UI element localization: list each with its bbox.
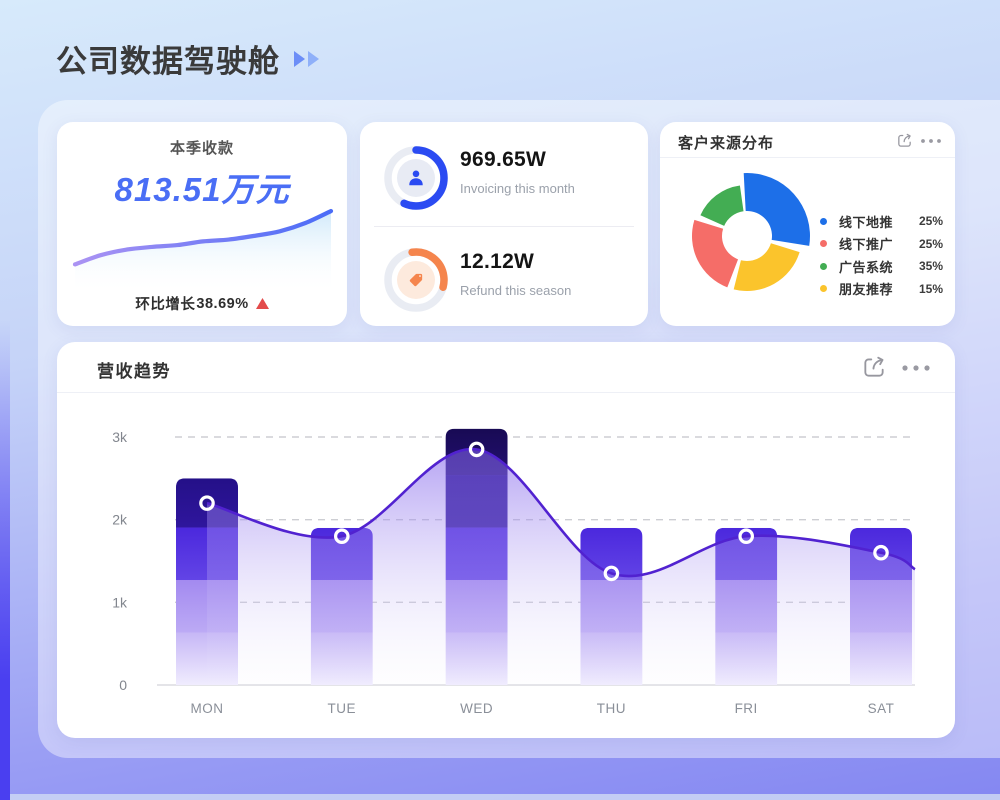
quarter-amount: 813.51万元 bbox=[114, 171, 290, 208]
data-point-marker[interactable] bbox=[468, 441, 485, 458]
share-icon[interactable] bbox=[896, 132, 913, 149]
legend-dot bbox=[820, 285, 827, 293]
legend-dot bbox=[820, 217, 827, 225]
tag-icon-shape bbox=[409, 273, 423, 287]
quarter-card-title: 本季收款 bbox=[169, 140, 234, 157]
trend-y-labels: 0 1k 2k 3k bbox=[112, 429, 128, 693]
data-point-marker[interactable] bbox=[199, 495, 215, 511]
revenue-trend-chart: 0 1k 2k 3k MON TUE WED THU FRI SAT bbox=[112, 428, 916, 716]
x-category-label: TUE bbox=[328, 701, 357, 716]
customer-sources-title: 客户来源分布 bbox=[678, 135, 775, 152]
data-point-marker[interactable] bbox=[333, 528, 350, 544]
person-icon bbox=[409, 170, 423, 186]
kpi-ring-refund bbox=[384, 248, 448, 312]
kpi-inner-0 bbox=[397, 159, 435, 197]
trend-line bbox=[206, 448, 916, 578]
triangle-up-icon bbox=[255, 298, 269, 309]
legend-item[interactable]: 朋友推荐 15% bbox=[820, 278, 943, 301]
revenue-trend-title: 营收趋势 bbox=[97, 362, 171, 381]
legend-dot bbox=[820, 240, 827, 248]
kpi-label: Refund this season bbox=[460, 283, 572, 298]
kpi-card: 969.65W Invoicing this month 12.12W Refu… bbox=[360, 122, 648, 326]
page-title: 公司数据驾驶舱 bbox=[56, 44, 280, 79]
donut-slice[interactable] bbox=[743, 173, 810, 246]
data-point-marker[interactable] bbox=[603, 565, 620, 582]
x-category-label: FRI bbox=[735, 701, 758, 716]
kpi-row-invoicing: 969.65W Invoicing this month bbox=[360, 124, 648, 224]
kpi-row-refund: 12.12W Refund this season bbox=[360, 226, 648, 326]
trend-line-path bbox=[206, 448, 916, 578]
legend-item[interactable]: 线下地推 25% bbox=[820, 210, 943, 233]
donut-slice[interactable] bbox=[691, 219, 739, 288]
x-category-label: THU bbox=[597, 701, 626, 716]
customer-sources-legend: 线下地推 25% 线下推广 25% 广告系统 35% 朋友推荐 15% bbox=[820, 210, 943, 300]
customer-sources-donut bbox=[691, 173, 810, 292]
legend-item[interactable]: 广告系统 35% bbox=[820, 255, 943, 278]
legend-percent: 25% bbox=[918, 236, 943, 251]
kpi-ring-arc-0 bbox=[384, 146, 448, 210]
y-tick-label: 1k bbox=[112, 594, 128, 610]
more-options-icon[interactable] bbox=[901, 364, 931, 372]
legend-label: 广告系统 bbox=[839, 259, 894, 275]
double-play-arrows-icon bbox=[294, 50, 319, 67]
customer-sources-header: 客户来源分布 bbox=[660, 122, 955, 158]
spark-area bbox=[75, 211, 331, 294]
growth-label: 环比增长 bbox=[135, 297, 196, 313]
page-header: 公司数据驾驶舱 bbox=[56, 36, 324, 81]
kpi-value: 12.12W bbox=[460, 250, 535, 273]
x-category-label: SAT bbox=[868, 701, 895, 716]
trend-area bbox=[207, 449, 915, 685]
y-tick-label: 3k bbox=[112, 429, 128, 445]
legend-percent: 15% bbox=[918, 281, 943, 296]
trend-area-fill bbox=[207, 449, 915, 685]
legend-label: 线下推广 bbox=[839, 237, 894, 253]
y-tick-label: 0 bbox=[119, 677, 127, 693]
tag-icon bbox=[409, 273, 423, 287]
trend-markers bbox=[199, 441, 889, 582]
kpi-value: 969.65W bbox=[460, 148, 547, 171]
legend-label: 朋友推荐 bbox=[839, 282, 894, 298]
y-tick-label: 2k bbox=[112, 512, 128, 528]
kpi-label: Invoicing this month bbox=[460, 181, 575, 196]
quarter-growth: 环比增长 38.69% bbox=[57, 293, 347, 314]
share-icon[interactable] bbox=[861, 354, 887, 380]
more-options-icon[interactable] bbox=[920, 138, 942, 144]
person-icon-body bbox=[409, 178, 423, 186]
data-point-marker[interactable] bbox=[873, 544, 889, 561]
data-point-marker[interactable] bbox=[738, 528, 754, 544]
legend-percent: 25% bbox=[918, 214, 943, 229]
donut-slices bbox=[691, 173, 810, 292]
legend-item[interactable]: 线下推广 25% bbox=[820, 233, 943, 256]
growth-value: 38.69% bbox=[196, 295, 249, 312]
legend-percent: 35% bbox=[918, 259, 943, 274]
spark-line bbox=[72, 208, 334, 267]
person-icon-head bbox=[412, 170, 420, 178]
revenue-trend-header: 营收趋势 bbox=[57, 342, 955, 393]
quarter-sparkline bbox=[72, 208, 334, 294]
kpi-ring-arc-1 bbox=[384, 248, 448, 312]
kpi-divider bbox=[374, 226, 634, 227]
legend-label: 线下地推 bbox=[839, 214, 894, 230]
quarter-income-card: 本季收款 813.51万元 环比增长 38.69% bbox=[57, 122, 347, 326]
revenue-trend-card: 营收趋势 0 1k 2k 3k MON TUE WED THU FRI SAT bbox=[57, 342, 955, 738]
legend-dot bbox=[820, 262, 827, 270]
trend-x-labels: MON TUE WED THU FRI SAT bbox=[191, 701, 895, 716]
donut-slice[interactable] bbox=[733, 243, 800, 292]
x-category-label: WED bbox=[460, 701, 493, 716]
customer-sources-card: 客户来源分布 线下地推 25% 线下推广 25% 广告系统 35% bbox=[660, 122, 955, 326]
kpi-ring-invoicing bbox=[384, 146, 448, 210]
donut-slice[interactable] bbox=[700, 185, 744, 226]
x-category-label: MON bbox=[191, 701, 224, 716]
